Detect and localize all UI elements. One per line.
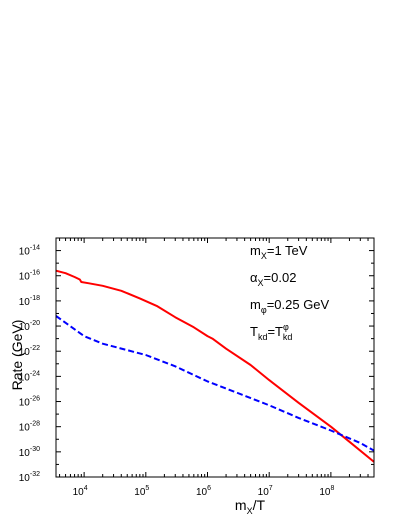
y-tick-label-exp: -32	[30, 471, 40, 478]
annotation-alpha-rest: =0.02	[264, 270, 297, 285]
annotation-mphi-sub: φ	[261, 305, 267, 315]
x-axis-title: mX/T	[235, 497, 266, 516]
y-tick-label-base: 10	[19, 448, 31, 459]
annotation-tkd-rest: =T	[267, 324, 283, 339]
series-line-solid-red	[55, 269, 375, 463]
y-tick-label-base: 10	[19, 347, 31, 358]
y-tick-label: 10-20	[19, 320, 40, 333]
y-tick-label-exp: -14	[30, 245, 40, 252]
x-tick-label-base: 10	[258, 487, 270, 498]
x-tick-label-base: 10	[319, 487, 331, 498]
y-tick-label: 10-30	[19, 446, 40, 459]
y-tick-label-exp: -16	[30, 270, 40, 277]
series-line-dashed-blue	[55, 315, 375, 452]
series-lines	[55, 269, 375, 463]
annotation-tkd-main: T	[250, 324, 258, 339]
y-tick-label-base: 10	[19, 423, 31, 434]
annotation-mphi-main: m	[250, 297, 261, 312]
x-tick-label-exp: 5	[145, 485, 149, 492]
annotation-mphi-rest: =0.25 GeV	[267, 297, 330, 312]
x-tick-label: 105	[134, 485, 149, 498]
y-tick-label-exp: -22	[30, 345, 40, 352]
annotation-tkd: Tkd=Tφ kd	[250, 322, 292, 342]
y-tick-label-exp: -24	[30, 370, 40, 377]
annotation-mx-sub: X	[261, 251, 267, 261]
plot-frame	[55, 237, 375, 478]
y-tick-label: 10-14	[19, 245, 40, 258]
y-tick-label-base: 10	[19, 372, 31, 383]
y-tick-label-base: 10	[19, 398, 31, 409]
y-tick-label-base: 10	[19, 473, 31, 484]
y-tick-label: 10-16	[19, 270, 40, 283]
annotation-tkd-sub: kd	[258, 332, 268, 342]
x-axis-title-sub: X	[247, 506, 253, 516]
y-tick-label: 10-26	[19, 396, 40, 409]
x-tick-label-exp: 8	[330, 485, 334, 492]
annotation-mphi: mφ=0.25 GeV	[250, 297, 330, 315]
x-axis-title-rest: /T	[253, 497, 266, 513]
y-tick-label-exp: -28	[30, 421, 40, 428]
annotation-alpha-main: α	[250, 270, 258, 285]
y-tick-label: 10-24	[19, 370, 40, 383]
x-tick-label-exp: 6	[207, 485, 211, 492]
x-tick-label: 108	[319, 485, 334, 498]
y-tick-label-exp: -26	[30, 396, 40, 403]
annotation-mx-rest: =1 TeV	[267, 243, 308, 258]
x-tick-label-exp: 7	[269, 485, 273, 492]
x-axis-title-main: m	[235, 497, 247, 513]
y-tick-labels: 10-1410-1610-1810-2010-2210-2410-2610-28…	[19, 245, 40, 484]
x-tick-label: 106	[196, 485, 211, 498]
x-tick-labels: 104 105 106 107 108	[73, 485, 335, 498]
x-tick-label: 107	[258, 485, 273, 498]
y-tick-label: 10-18	[19, 295, 40, 308]
y-tick-label-exp: -18	[30, 295, 40, 302]
y-tick-label-base: 10	[19, 322, 31, 333]
annotation-alpha-sub: X	[258, 278, 264, 288]
axis-ticks	[56, 237, 375, 478]
y-tick-label: 10-28	[19, 421, 40, 434]
annotation-tkd-sup: φ	[283, 322, 289, 332]
y-tick-label-base: 10	[19, 272, 31, 283]
annotation-alpha: αX=0.02	[250, 270, 296, 288]
y-tick-label: 10-22	[19, 345, 40, 358]
y-tick-label: 10-32	[19, 471, 40, 484]
annotation-mx-main: m	[250, 243, 261, 258]
x-tick-label-base: 10	[73, 487, 85, 498]
x-tick-label-base: 10	[196, 487, 208, 498]
y-tick-label-exp: -30	[30, 446, 40, 453]
x-tick-label-base: 10	[134, 487, 146, 498]
parameter-annotations: mX=1 TeV αX=0.02 mφ=0.25 GeV Tkd=Tφ kd	[250, 243, 330, 342]
y-axis-title: Rate (GeV)	[9, 320, 25, 391]
annotation-tkd-sub2: kd	[283, 332, 293, 342]
y-tick-label-base: 10	[19, 297, 31, 308]
x-tick-label: 104	[73, 485, 88, 498]
y-tick-label-base: 10	[19, 247, 31, 258]
annotation-mx: mX=1 TeV	[250, 243, 308, 261]
x-tick-label-exp: 4	[84, 485, 88, 492]
y-tick-label-exp: -20	[30, 320, 40, 327]
